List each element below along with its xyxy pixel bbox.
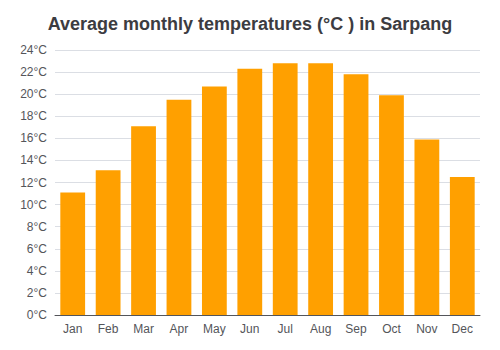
svg-text:Average monthly temperatures (: Average monthly temperatures (°C ) in Sa… — [48, 14, 453, 34]
svg-text:2°C: 2°C — [27, 286, 47, 300]
svg-text:12°C: 12°C — [20, 176, 47, 190]
svg-text:18°C: 18°C — [20, 109, 47, 123]
svg-text:Nov: Nov — [416, 322, 437, 336]
svg-text:0°C: 0°C — [27, 308, 47, 322]
svg-text:4°C: 4°C — [27, 264, 47, 278]
svg-text:8°C: 8°C — [27, 220, 47, 234]
svg-text:Jun: Jun — [240, 322, 259, 336]
svg-text:14°C: 14°C — [20, 153, 47, 167]
svg-text:May: May — [203, 322, 226, 336]
svg-text:Jan: Jan — [63, 322, 82, 336]
svg-text:Mar: Mar — [133, 322, 154, 336]
svg-text:6°C: 6°C — [27, 242, 47, 256]
svg-text:Aug: Aug — [310, 322, 331, 336]
svg-text:10°C: 10°C — [20, 198, 47, 212]
svg-text:24°C: 24°C — [20, 43, 47, 57]
svg-text:16°C: 16°C — [20, 131, 47, 145]
svg-text:Oct: Oct — [382, 322, 401, 336]
svg-text:Dec: Dec — [452, 322, 473, 336]
svg-text:Apr: Apr — [170, 322, 189, 336]
svg-text:Sep: Sep — [345, 322, 367, 336]
svg-text:Jul: Jul — [278, 322, 293, 336]
svg-text:Feb: Feb — [98, 322, 119, 336]
svg-text:22°C: 22°C — [20, 65, 47, 79]
svg-text:20°C: 20°C — [20, 87, 47, 101]
